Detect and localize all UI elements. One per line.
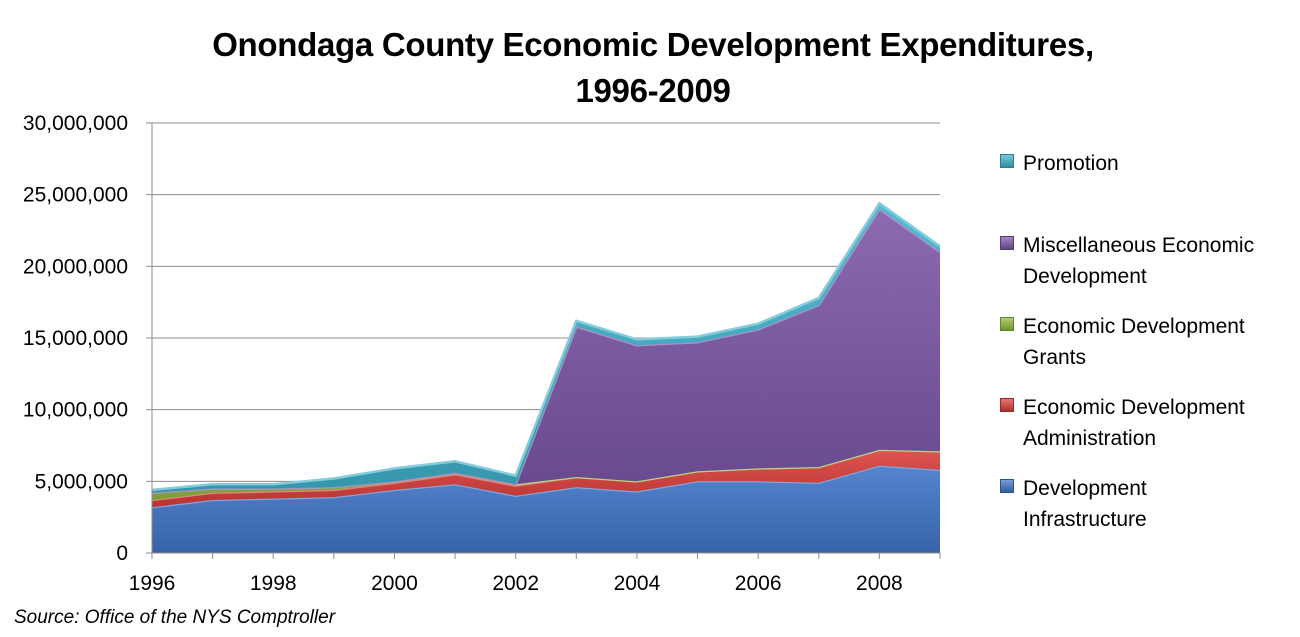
y-tick-label: 10,000,000 bbox=[23, 399, 128, 422]
x-tick-label: 2002 bbox=[492, 572, 539, 595]
legend-label-line: Development bbox=[1023, 265, 1147, 288]
chart-title-line-1: Onondaga County Economic Development Exp… bbox=[212, 26, 1094, 63]
legend-label-line: Administration bbox=[1023, 427, 1157, 450]
legend-swatch bbox=[1000, 479, 1014, 493]
legend-swatch bbox=[1000, 236, 1014, 250]
chart-title: Onondaga County Economic Development Exp… bbox=[100, 22, 1206, 114]
x-tick-label: 2008 bbox=[856, 572, 903, 595]
x-tick-label: 2000 bbox=[371, 572, 418, 595]
chart-title-line-2: 1996-2009 bbox=[575, 72, 731, 109]
legend-label-line: Development bbox=[1023, 477, 1147, 500]
y-tick-label: 30,000,000 bbox=[23, 112, 128, 135]
x-tick-label: 2006 bbox=[735, 572, 782, 595]
legend-label: Development Infrastructure bbox=[1023, 473, 1293, 535]
legend-label-line: Infrastructure bbox=[1023, 508, 1147, 531]
legend-label-line: Grants bbox=[1023, 346, 1087, 369]
series-area-1 bbox=[152, 449, 940, 508]
y-tick-label: 0 bbox=[116, 542, 128, 565]
legend-label-line: Economic Development bbox=[1023, 396, 1245, 419]
x-tick-label: 1996 bbox=[129, 572, 176, 595]
legend-swatch bbox=[1000, 317, 1014, 331]
x-tick-label: 2004 bbox=[614, 572, 661, 595]
y-tick-label: 25,000,000 bbox=[23, 184, 128, 207]
source-note: Source: Office of the NYS Comptroller bbox=[14, 607, 336, 628]
legend-swatch bbox=[1000, 398, 1014, 412]
axes bbox=[146, 122, 941, 559]
legend-label-line: Economic Development bbox=[1023, 315, 1245, 338]
legend-label-line: Miscellaneous Economic bbox=[1023, 234, 1255, 257]
legend-label-line: Promotion bbox=[1023, 152, 1119, 175]
legend-label: Economic Development Grants bbox=[1023, 311, 1293, 373]
series-area-0 bbox=[152, 465, 940, 553]
y-tick-label: 5,000,000 bbox=[35, 470, 128, 493]
y-tick-label: 15,000,000 bbox=[23, 327, 128, 350]
legend-label: Economic Development Administration bbox=[1023, 392, 1293, 454]
legend-label: Miscellaneous Economic Development bbox=[1023, 230, 1293, 292]
series-areas bbox=[151, 201, 941, 553]
legend-swatch bbox=[1000, 154, 1014, 168]
legend-label: Promotion bbox=[1023, 148, 1293, 179]
x-tick-label: 1998 bbox=[250, 572, 297, 595]
y-tick-label: 20,000,000 bbox=[23, 255, 128, 278]
x-axis-tick-labels: 1996 1998 2000 2002 2004 2006 2008 bbox=[129, 572, 903, 595]
series-edge-4 bbox=[151, 201, 941, 492]
series-area-3 bbox=[152, 209, 940, 493]
series-area-2 bbox=[152, 449, 940, 500]
y-axis-tick-labels: 30,000,000 25,000,000 20,000,000 15,000,000… bbox=[23, 112, 128, 565]
